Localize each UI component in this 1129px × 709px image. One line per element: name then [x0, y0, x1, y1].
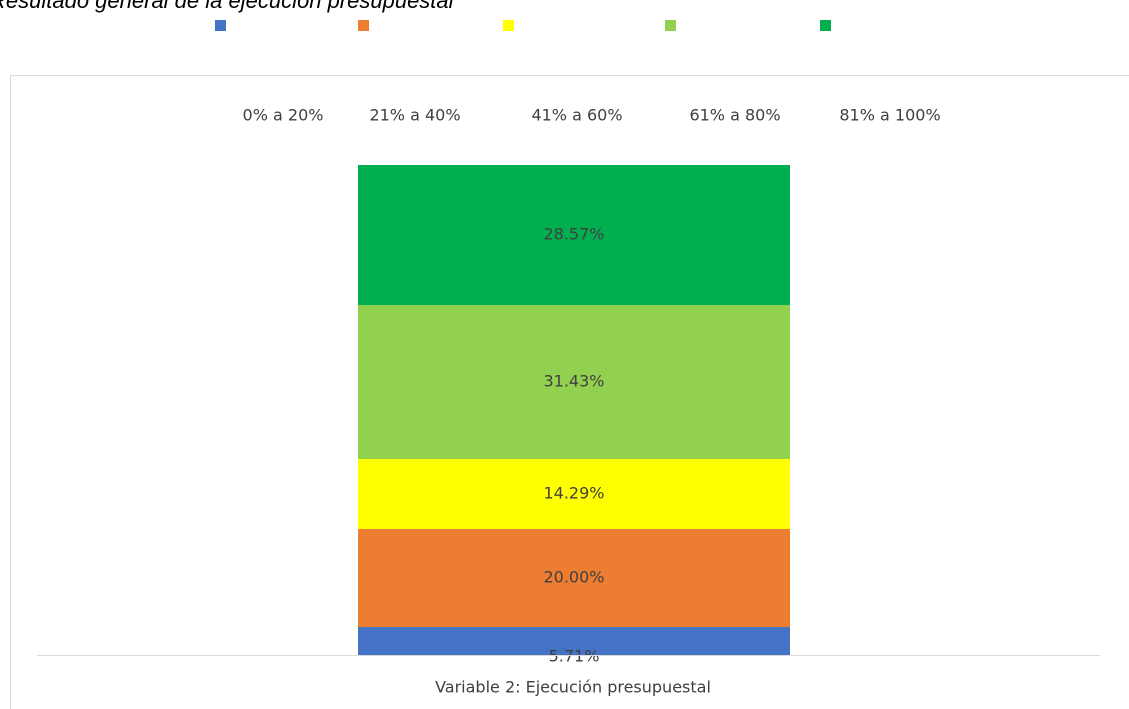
- legend-swatch: [358, 20, 369, 31]
- bar-segment: [358, 165, 790, 305]
- bar-segment: [358, 529, 790, 628]
- data-label: 20.00%: [543, 568, 604, 587]
- bar-segment: [358, 627, 790, 655]
- legend-swatch: [665, 20, 676, 31]
- data-label: 28.57%: [543, 224, 604, 243]
- legend-swatch: [820, 20, 831, 31]
- legend-swatch: [215, 20, 226, 31]
- legend-label: 0% a 20%: [243, 106, 324, 125]
- legend-label: 81% a 100%: [839, 106, 940, 125]
- bar-segment: [358, 459, 790, 530]
- legend-label: 61% a 80%: [689, 106, 780, 125]
- bar-segment: [358, 304, 790, 459]
- legend-label: 21% a 40%: [369, 106, 460, 125]
- data-label: 31.43%: [543, 371, 604, 390]
- chart-title: Resultado general de la ejecución presup…: [0, 0, 455, 13]
- legend-swatch: [503, 20, 514, 31]
- legend-label: 41% a 60%: [531, 106, 622, 125]
- x-tick-label: Variable 2: Ejecución presupuestal: [435, 678, 711, 697]
- data-label: 14.29%: [543, 484, 604, 503]
- data-label: 5.71%: [549, 647, 600, 666]
